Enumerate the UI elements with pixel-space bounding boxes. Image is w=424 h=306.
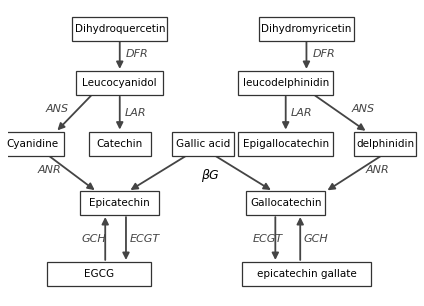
FancyBboxPatch shape: [47, 262, 151, 286]
FancyBboxPatch shape: [242, 262, 371, 286]
FancyBboxPatch shape: [76, 71, 163, 95]
Text: Cyanidine: Cyanidine: [6, 139, 59, 149]
Text: Gallic acid: Gallic acid: [176, 139, 230, 149]
Text: ANS: ANS: [352, 104, 375, 114]
Text: Epigallocatechin: Epigallocatechin: [243, 139, 329, 149]
Text: Epicatechin: Epicatechin: [89, 198, 150, 208]
FancyBboxPatch shape: [238, 132, 333, 156]
Text: GCH: GCH: [81, 233, 106, 244]
Text: DFR: DFR: [126, 50, 149, 59]
Text: LAR: LAR: [291, 108, 312, 118]
Text: DFR: DFR: [312, 50, 335, 59]
FancyBboxPatch shape: [80, 191, 159, 215]
FancyBboxPatch shape: [72, 17, 167, 41]
Text: EGCG: EGCG: [84, 269, 114, 279]
FancyBboxPatch shape: [172, 132, 234, 156]
FancyBboxPatch shape: [354, 132, 416, 156]
FancyBboxPatch shape: [2, 132, 64, 156]
Text: ECGT: ECGT: [253, 233, 283, 244]
Text: βG: βG: [201, 169, 219, 182]
Text: ANR: ANR: [38, 165, 61, 175]
Text: ECGT: ECGT: [130, 233, 160, 244]
Text: delphinidin: delphinidin: [356, 139, 414, 149]
FancyBboxPatch shape: [246, 191, 325, 215]
Text: ANR: ANR: [365, 165, 389, 175]
Text: GCH: GCH: [303, 233, 328, 244]
Text: Gallocatechin: Gallocatechin: [250, 198, 321, 208]
Text: ANS: ANS: [46, 104, 69, 114]
Text: leucodelphinidin: leucodelphinidin: [243, 78, 329, 88]
Text: Dihydroquercetin: Dihydroquercetin: [75, 24, 165, 34]
FancyBboxPatch shape: [259, 17, 354, 41]
FancyBboxPatch shape: [238, 71, 333, 95]
Text: Catechin: Catechin: [97, 139, 143, 149]
Text: Dihydromyricetin: Dihydromyricetin: [261, 24, 351, 34]
Text: Leucocyanidol: Leucocyanidol: [82, 78, 157, 88]
Text: LAR: LAR: [125, 108, 146, 118]
FancyBboxPatch shape: [89, 132, 151, 156]
Text: epicatechin gallate: epicatechin gallate: [257, 269, 356, 279]
